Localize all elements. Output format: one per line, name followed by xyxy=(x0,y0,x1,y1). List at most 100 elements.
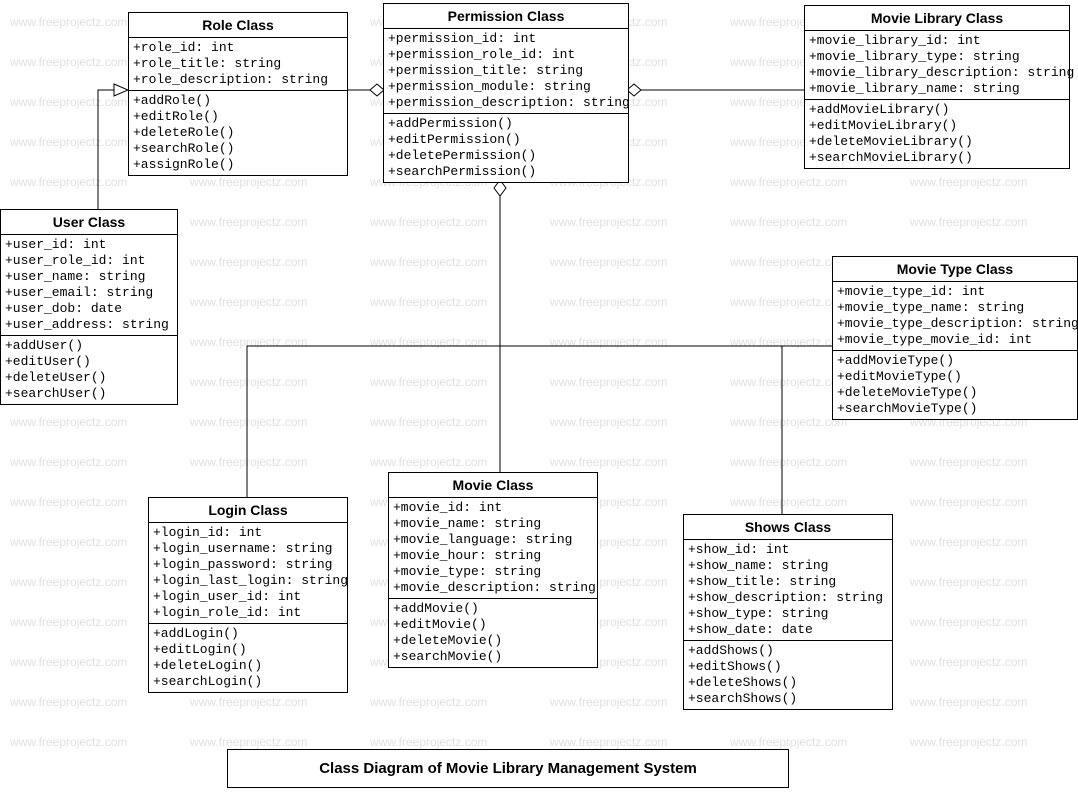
class-box-permission: Permission Class+permission_id: int+perm… xyxy=(383,3,629,183)
class-attribute-line: +show_date: date xyxy=(688,622,888,638)
class-attribute-line: +login_id: int xyxy=(153,525,343,541)
class-title: Role Class xyxy=(129,13,347,38)
class-attribute-line: +movie_hour: string xyxy=(393,548,593,564)
class-attribute-line: +role_description: string xyxy=(133,72,343,88)
class-method-line: +addRole() xyxy=(133,93,343,109)
class-method-line: +deleteMovie() xyxy=(393,633,593,649)
watermark-text: www.freeprojectz.com xyxy=(730,215,847,229)
class-attribute-line: +user_name: string xyxy=(5,269,173,285)
watermark-text: www.freeprojectz.com xyxy=(10,535,127,549)
watermark-text: www.freeprojectz.com xyxy=(550,215,667,229)
watermark-text: www.freeprojectz.com xyxy=(190,695,307,709)
watermark-text: www.freeprojectz.com xyxy=(550,295,667,309)
watermark-text: www.freeprojectz.com xyxy=(10,175,127,189)
class-attributes: +movie_library_id: int+movie_library_typ… xyxy=(805,31,1069,100)
watermark-text: www.freeprojectz.com xyxy=(730,295,847,309)
watermark-text: www.freeprojectz.com xyxy=(190,455,307,469)
watermark-text: www.freeprojectz.com xyxy=(910,735,1027,749)
class-method-line: +editShows() xyxy=(688,659,888,675)
watermark-text: www.freeprojectz.com xyxy=(910,575,1027,589)
class-attributes: +login_id: int+login_username: string+lo… xyxy=(149,523,347,624)
class-attribute-line: +movie_type_id: int xyxy=(837,284,1073,300)
watermark-text: www.freeprojectz.com xyxy=(910,655,1027,669)
watermark-text: www.freeprojectz.com xyxy=(10,95,127,109)
watermark-text: www.freeprojectz.com xyxy=(730,735,847,749)
class-attribute-line: +permission_description: string xyxy=(388,95,624,111)
watermark-text: www.freeprojectz.com xyxy=(550,375,667,389)
class-method-line: +deleteMovieLibrary() xyxy=(809,134,1065,150)
class-attributes: +permission_id: int+permission_role_id: … xyxy=(384,29,628,114)
class-method-line: +deleteShows() xyxy=(688,675,888,691)
class-attribute-line: +show_description: string xyxy=(688,590,888,606)
watermark-text: www.freeprojectz.com xyxy=(10,135,127,149)
class-attribute-line: +movie_description: string xyxy=(393,580,593,596)
watermark-text: www.freeprojectz.com xyxy=(370,255,487,269)
watermark-text: www.freeprojectz.com xyxy=(10,735,127,749)
watermark-text: www.freeprojectz.com xyxy=(190,415,307,429)
class-method-line: +editPermission() xyxy=(388,132,624,148)
class-attribute-line: +permission_module: string xyxy=(388,79,624,95)
class-attributes: +user_id: int+user_role_id: int+user_nam… xyxy=(1,235,177,336)
class-attribute-line: +permission_role_id: int xyxy=(388,47,624,63)
class-box-movie_type: Movie Type Class+movie_type_id: int+movi… xyxy=(832,256,1078,420)
class-attribute-line: +show_name: string xyxy=(688,558,888,574)
class-attribute-line: +user_dob: date xyxy=(5,301,173,317)
class-attribute-line: +permission_title: string xyxy=(388,63,624,79)
class-title: Movie Class xyxy=(389,473,597,498)
class-method-line: +deleteLogin() xyxy=(153,658,343,674)
class-method-line: +deleteMovieType() xyxy=(837,385,1073,401)
class-method-line: +addShows() xyxy=(688,643,888,659)
class-method-line: +searchShows() xyxy=(688,691,888,707)
class-attribute-line: +role_id: int xyxy=(133,40,343,56)
class-title: Shows Class xyxy=(684,515,892,540)
class-methods: +addUser()+editUser()+deleteUser()+searc… xyxy=(1,336,177,404)
class-attribute-line: +login_user_id: int xyxy=(153,589,343,605)
watermark-text: www.freeprojectz.com xyxy=(190,295,307,309)
class-method-line: +editLogin() xyxy=(153,642,343,658)
class-method-line: +searchRole() xyxy=(133,141,343,157)
class-methods: +addMovieLibrary()+editMovieLibrary()+de… xyxy=(805,100,1069,168)
class-attribute-line: +login_role_id: int xyxy=(153,605,343,621)
class-box-movie_library: Movie Library Class+movie_library_id: in… xyxy=(804,5,1070,169)
watermark-text: www.freeprojectz.com xyxy=(370,455,487,469)
class-method-line: +searchMovieLibrary() xyxy=(809,150,1065,166)
class-methods: +addShows()+editShows()+deleteShows()+se… xyxy=(684,641,892,709)
class-box-movie: Movie Class+movie_id: int+movie_name: st… xyxy=(388,472,598,668)
class-methods: +addPermission()+editPermission()+delete… xyxy=(384,114,628,182)
watermark-text: www.freeprojectz.com xyxy=(190,215,307,229)
class-attribute-line: +show_type: string xyxy=(688,606,888,622)
class-method-line: +assignRole() xyxy=(133,157,343,173)
class-box-shows: Shows Class+show_id: int+show_name: stri… xyxy=(683,514,893,710)
class-attribute-line: +movie_type: string xyxy=(393,564,593,580)
watermark-text: www.freeprojectz.com xyxy=(370,735,487,749)
class-attribute-line: +user_id: int xyxy=(5,237,173,253)
watermark-text: www.freeprojectz.com xyxy=(10,575,127,589)
class-method-line: +deleteRole() xyxy=(133,125,343,141)
class-attribute-line: +user_role_id: int xyxy=(5,253,173,269)
watermark-text: www.freeprojectz.com xyxy=(10,55,127,69)
class-attribute-line: +login_password: string xyxy=(153,557,343,573)
class-method-line: +addMovie() xyxy=(393,601,593,617)
class-method-line: +editMovieLibrary() xyxy=(809,118,1065,134)
class-attributes: +show_id: int+show_name: string+show_tit… xyxy=(684,540,892,641)
watermark-text: www.freeprojectz.com xyxy=(190,735,307,749)
watermark-text: www.freeprojectz.com xyxy=(730,375,847,389)
watermark-text: www.freeprojectz.com xyxy=(370,295,487,309)
watermark-text: www.freeprojectz.com xyxy=(370,335,487,349)
watermark-text: www.freeprojectz.com xyxy=(910,615,1027,629)
watermark-text: www.freeprojectz.com xyxy=(730,175,847,189)
class-attribute-line: +movie_library_type: string xyxy=(809,49,1065,65)
watermark-text: www.freeprojectz.com xyxy=(190,335,307,349)
class-attribute-line: +movie_library_name: string xyxy=(809,81,1065,97)
class-method-line: +addUser() xyxy=(5,338,173,354)
watermark-text: www.freeprojectz.com xyxy=(370,215,487,229)
watermark-text: www.freeprojectz.com xyxy=(550,735,667,749)
class-title: User Class xyxy=(1,210,177,235)
watermark-text: www.freeprojectz.com xyxy=(550,255,667,269)
watermark-text: www.freeprojectz.com xyxy=(550,455,667,469)
class-method-line: +addPermission() xyxy=(388,116,624,132)
class-title: Permission Class xyxy=(384,4,628,29)
class-attribute-line: +movie_type_description: string xyxy=(837,316,1073,332)
class-attributes: +movie_id: int+movie_name: string+movie_… xyxy=(389,498,597,599)
watermark-text: www.freeprojectz.com xyxy=(370,695,487,709)
